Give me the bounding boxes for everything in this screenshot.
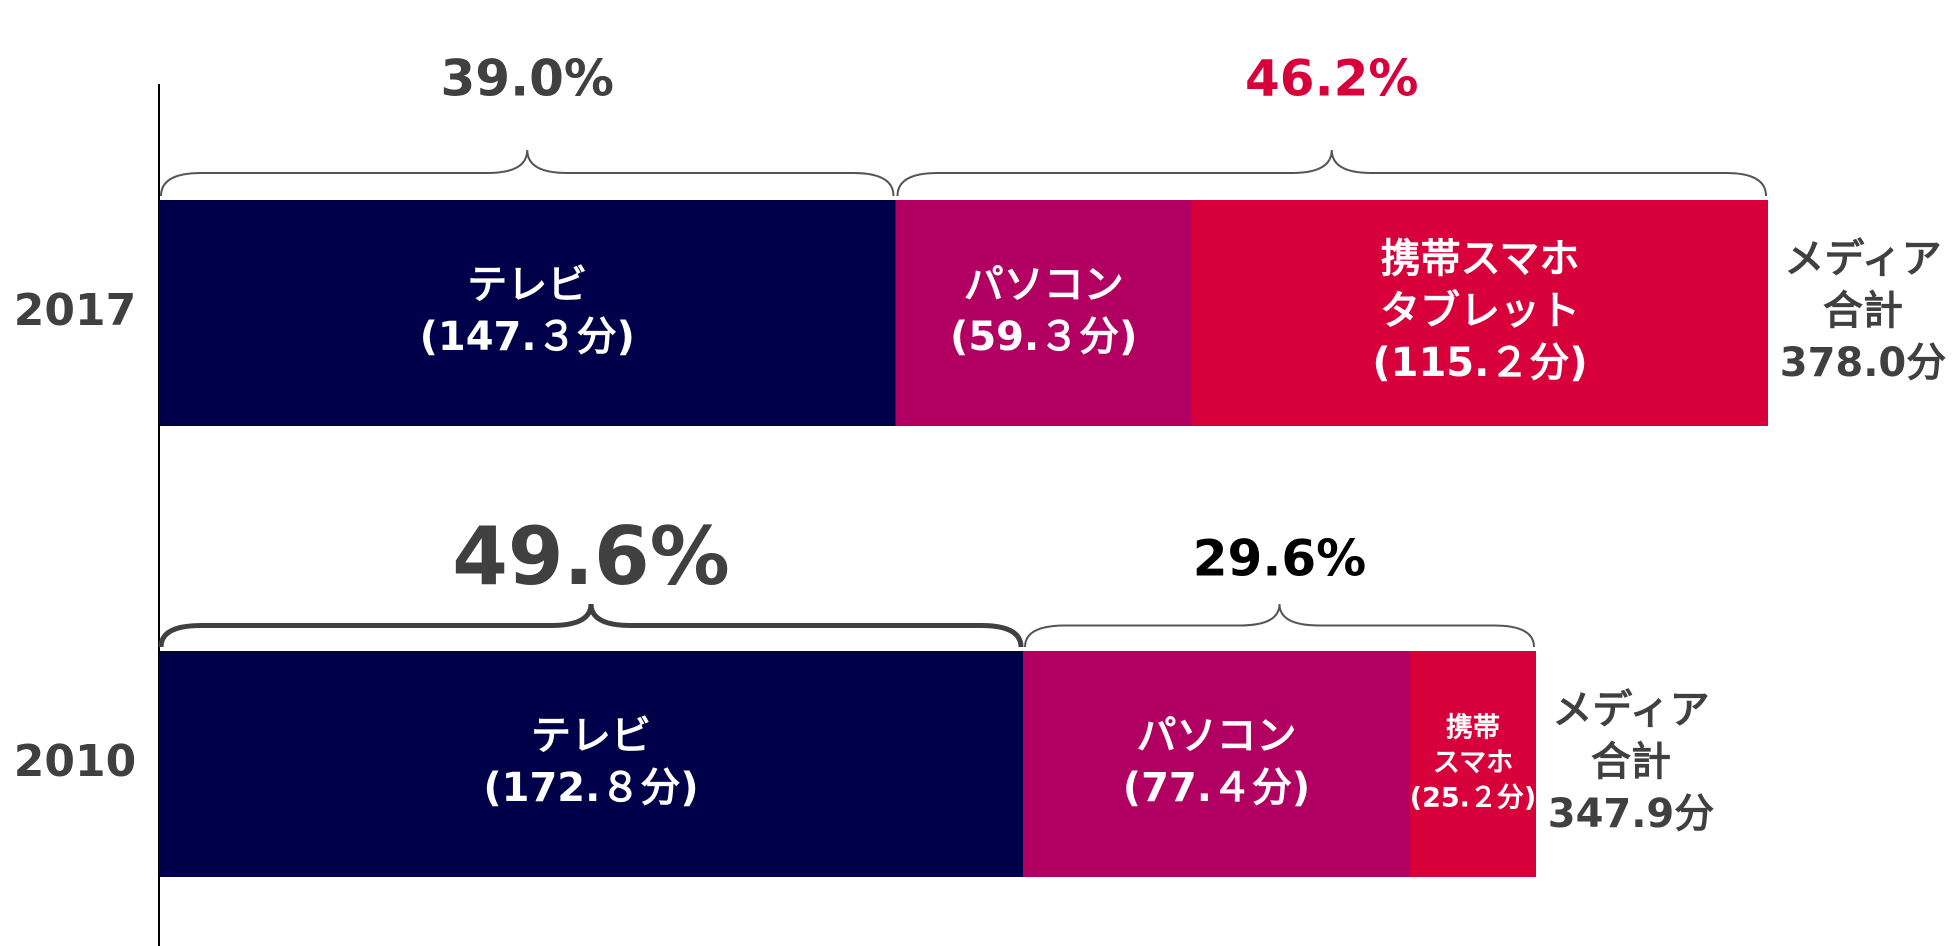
segment-name: テレビ	[467, 262, 587, 308]
brace	[160, 149, 895, 197]
segment-name: タブレット	[1380, 288, 1580, 334]
segment-value-label: (172.８分)	[483, 765, 698, 811]
group-percent-label: 46.2%	[1245, 50, 1418, 108]
brace	[1024, 603, 1535, 648]
group-percent-label: 39.0%	[441, 50, 614, 108]
segment-name: 携帯	[1446, 711, 1500, 743]
year-label: 2017	[14, 285, 136, 336]
segment-value-label: (115.２分)	[1372, 340, 1587, 386]
segment-name: パソコン	[964, 262, 1124, 308]
segment-name: テレビ	[531, 713, 651, 759]
total-label: 合計	[1591, 739, 1671, 785]
total-value-label: 347.9分	[1548, 791, 1715, 837]
bar-segment	[1023, 651, 1410, 877]
segment-value-label: (147.３分)	[420, 314, 635, 360]
total-label: メディア	[1784, 236, 1941, 282]
brace	[158, 603, 1024, 648]
segment-value-label: (77.４分)	[1123, 765, 1310, 811]
segment-name: パソコン	[1137, 713, 1297, 759]
bar-segment	[1192, 200, 1768, 426]
segment-value-label: (25.２分)	[1410, 783, 1537, 814]
bar-segment	[159, 200, 896, 426]
total-label: 合計	[1823, 288, 1903, 334]
brace	[896, 149, 1767, 197]
group-percent-label: 29.6%	[1193, 530, 1366, 588]
segment-value-label: (59.３分)	[950, 314, 1137, 360]
total-label: メディア	[1552, 687, 1709, 733]
bar-segment	[1410, 651, 1536, 877]
bar-segment	[159, 651, 1023, 877]
segment-name: スマホ	[1433, 748, 1513, 779]
group-percent-label: 49.6%	[452, 510, 730, 603]
segment-name: 携帯スマホ	[1381, 236, 1580, 282]
total-value-label: 378.0分	[1780, 340, 1947, 386]
bar-segment	[895, 200, 1192, 426]
year-label: 2010	[14, 736, 136, 787]
